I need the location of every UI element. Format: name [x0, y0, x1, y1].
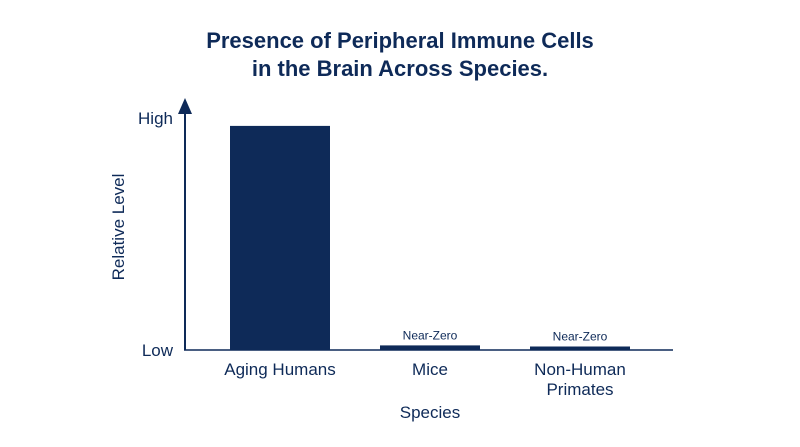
bars-group: Aging Humans Near-Zero Mice Near-Zero Non-Hu…	[224, 125, 630, 399]
chart-title-line-2: in the Brain Across Species.	[251, 56, 549, 81]
x-tick-label: Mice	[412, 360, 448, 379]
bar-data-label: Near-Zero	[403, 328, 458, 342]
bar	[530, 346, 630, 350]
bar	[230, 125, 330, 351]
chart-title: Presence of Peripheral Immune Cells in t…	[0, 27, 800, 83]
chart-title-line-1: Presence of Peripheral Immune Cells	[206, 28, 594, 53]
y-axis-title: Relative Level	[109, 174, 128, 281]
x-tick-label: Aging Humans	[224, 360, 336, 379]
x-tick-label: Primates	[546, 380, 613, 399]
bar-data-label: Near-Zero	[553, 330, 608, 344]
y-tick-label-high: High	[138, 109, 173, 128]
x-tick-label: Non-Human	[534, 360, 626, 379]
y-tick-label-low: Low	[142, 341, 174, 360]
y-axis-arrow	[178, 98, 192, 114]
x-axis-title: Species	[400, 403, 460, 422]
bar	[380, 345, 480, 350]
